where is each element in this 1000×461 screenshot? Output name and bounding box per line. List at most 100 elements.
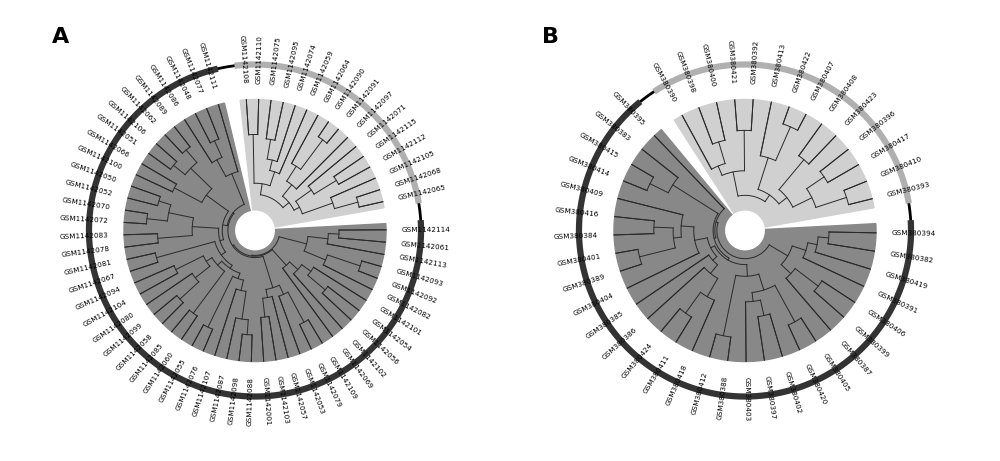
Text: GSM380384: GSM380384 bbox=[554, 232, 598, 240]
Text: GSM380400: GSM380400 bbox=[701, 43, 716, 88]
Text: GSM1142115: GSM1142115 bbox=[375, 118, 418, 150]
Text: GSM1142055: GSM1142055 bbox=[159, 358, 187, 404]
Text: GSM1142080: GSM1142080 bbox=[92, 311, 135, 343]
Text: GSM1142092: GSM1142092 bbox=[391, 281, 438, 304]
Text: GSM1142108: GSM1142108 bbox=[239, 35, 248, 84]
Text: GSM380404: GSM380404 bbox=[572, 292, 614, 317]
Text: GSM1142054: GSM1142054 bbox=[370, 318, 412, 352]
Text: GSM380401: GSM380401 bbox=[556, 253, 601, 266]
Text: GSM380394: GSM380394 bbox=[892, 230, 936, 237]
Text: GSM380388: GSM380388 bbox=[717, 376, 729, 420]
Text: GSM380419: GSM380419 bbox=[884, 271, 928, 290]
Text: GSM1142070: GSM1142070 bbox=[61, 197, 110, 211]
Text: GSM1142061: GSM1142061 bbox=[401, 241, 450, 251]
Text: GSM380424: GSM380424 bbox=[620, 342, 653, 379]
Text: GSM380386: GSM380386 bbox=[601, 327, 638, 361]
Text: GSM380406: GSM380406 bbox=[866, 308, 907, 337]
Text: GSM1142059: GSM1142059 bbox=[310, 49, 335, 97]
Text: GSM1142102: GSM1142102 bbox=[350, 338, 387, 379]
Text: GSM1142094: GSM1142094 bbox=[74, 286, 122, 311]
Text: GSM1142105: GSM1142105 bbox=[388, 150, 436, 175]
Text: GSM380397: GSM380397 bbox=[764, 375, 776, 420]
Text: GSM380402: GSM380402 bbox=[784, 370, 802, 414]
Text: GSM1142098: GSM1142098 bbox=[228, 376, 240, 425]
Text: GSM1142074: GSM1142074 bbox=[297, 43, 318, 92]
Polygon shape bbox=[124, 103, 386, 361]
Text: GSM1142058: GSM1142058 bbox=[115, 332, 154, 372]
Text: GSM1142087: GSM1142087 bbox=[210, 373, 226, 422]
Text: GSM1142062: GSM1142062 bbox=[119, 86, 157, 125]
Text: GSM1142088: GSM1142088 bbox=[247, 377, 254, 426]
Text: GSM1142079: GSM1142079 bbox=[315, 362, 342, 408]
Text: GSM380408: GSM380408 bbox=[828, 74, 859, 113]
Text: GSM380399: GSM380399 bbox=[853, 325, 891, 359]
Text: GSM380393: GSM380393 bbox=[887, 181, 931, 198]
Text: GSM1142071: GSM1142071 bbox=[366, 103, 407, 139]
Text: GSM1142051: GSM1142051 bbox=[95, 113, 138, 147]
Text: GSM1142109: GSM1142109 bbox=[328, 355, 358, 400]
Text: GSM1142106: GSM1142106 bbox=[106, 99, 147, 136]
Text: GSM1142060: GSM1142060 bbox=[143, 350, 175, 394]
Text: GSM380420: GSM380420 bbox=[803, 363, 827, 406]
Text: GSM1142091: GSM1142091 bbox=[346, 77, 382, 119]
Text: GSM1142110: GSM1142110 bbox=[256, 35, 263, 84]
Text: GSM1142113: GSM1142113 bbox=[399, 254, 448, 269]
Text: GSM380410: GSM380410 bbox=[880, 156, 923, 178]
Text: GSM1142057: GSM1142057 bbox=[289, 372, 307, 420]
Text: GSM1142053: GSM1142053 bbox=[302, 367, 325, 415]
Polygon shape bbox=[614, 130, 876, 361]
Text: GSM380395: GSM380395 bbox=[611, 90, 646, 126]
Text: GSM1142067: GSM1142067 bbox=[68, 273, 116, 294]
Text: GSM380421: GSM380421 bbox=[727, 40, 737, 84]
Text: GSM380389: GSM380389 bbox=[562, 273, 606, 293]
Text: GSM1142077: GSM1142077 bbox=[180, 47, 204, 95]
Text: GSM380387: GSM380387 bbox=[838, 340, 872, 377]
Text: A: A bbox=[52, 27, 69, 47]
Text: GSM380413: GSM380413 bbox=[772, 43, 786, 87]
Polygon shape bbox=[674, 100, 874, 230]
Text: GSM380391: GSM380391 bbox=[877, 290, 919, 314]
Text: GSM1142095: GSM1142095 bbox=[284, 39, 300, 88]
Text: GSM380414: GSM380414 bbox=[567, 155, 610, 178]
Text: GSM1142065: GSM1142065 bbox=[398, 184, 447, 201]
Text: GSM380407: GSM380407 bbox=[811, 60, 836, 102]
Text: GSM380411: GSM380411 bbox=[642, 354, 670, 395]
Text: GSM380405: GSM380405 bbox=[822, 353, 851, 393]
Text: GSM380382: GSM380382 bbox=[890, 251, 934, 264]
Polygon shape bbox=[726, 211, 764, 250]
Text: GSM1142101: GSM1142101 bbox=[378, 306, 422, 337]
Text: GSM1142050: GSM1142050 bbox=[70, 162, 118, 184]
Text: GSM1142076: GSM1142076 bbox=[175, 364, 200, 412]
Text: GSM380423: GSM380423 bbox=[844, 90, 879, 127]
Text: GSM380422: GSM380422 bbox=[792, 49, 812, 93]
Text: GSM380383: GSM380383 bbox=[593, 110, 632, 142]
Text: GSM380415: GSM380415 bbox=[578, 132, 620, 159]
Text: GSM1142066: GSM1142066 bbox=[85, 129, 130, 159]
Polygon shape bbox=[240, 100, 384, 230]
Polygon shape bbox=[236, 211, 274, 250]
Text: GSM1142069: GSM1142069 bbox=[339, 347, 373, 390]
Text: GSM1142064: GSM1142064 bbox=[323, 57, 351, 103]
Text: B: B bbox=[542, 27, 559, 47]
Text: GSM380403: GSM380403 bbox=[743, 377, 750, 422]
Text: GSM1142086: GSM1142086 bbox=[148, 64, 179, 108]
Text: GSM1142068: GSM1142068 bbox=[394, 167, 442, 188]
Text: GSM1142097: GSM1142097 bbox=[356, 89, 395, 129]
Text: GSM1142089: GSM1142089 bbox=[133, 74, 167, 116]
Text: GSM1142048: GSM1142048 bbox=[163, 55, 191, 101]
Text: GSM380392: GSM380392 bbox=[751, 40, 760, 84]
Text: GSM380416: GSM380416 bbox=[555, 207, 599, 218]
Text: GSM1142078: GSM1142078 bbox=[61, 246, 110, 258]
Text: GSM1142093: GSM1142093 bbox=[395, 268, 444, 287]
Text: GSM1142083: GSM1142083 bbox=[59, 232, 108, 240]
Text: GSM1142100: GSM1142100 bbox=[77, 145, 123, 171]
Text: GSM1142112: GSM1142112 bbox=[382, 133, 428, 162]
Text: GSM380412: GSM380412 bbox=[691, 371, 708, 415]
Text: GSM1142075: GSM1142075 bbox=[270, 36, 282, 85]
Text: GSM380409: GSM380409 bbox=[559, 181, 603, 198]
Text: GSM1142052: GSM1142052 bbox=[65, 179, 113, 197]
Text: GSM1142099: GSM1142099 bbox=[103, 322, 144, 358]
Text: GSM1142001: GSM1142001 bbox=[262, 377, 271, 426]
Text: GSM1142082: GSM1142082 bbox=[385, 294, 431, 321]
Text: GSM1142111: GSM1142111 bbox=[198, 42, 217, 90]
